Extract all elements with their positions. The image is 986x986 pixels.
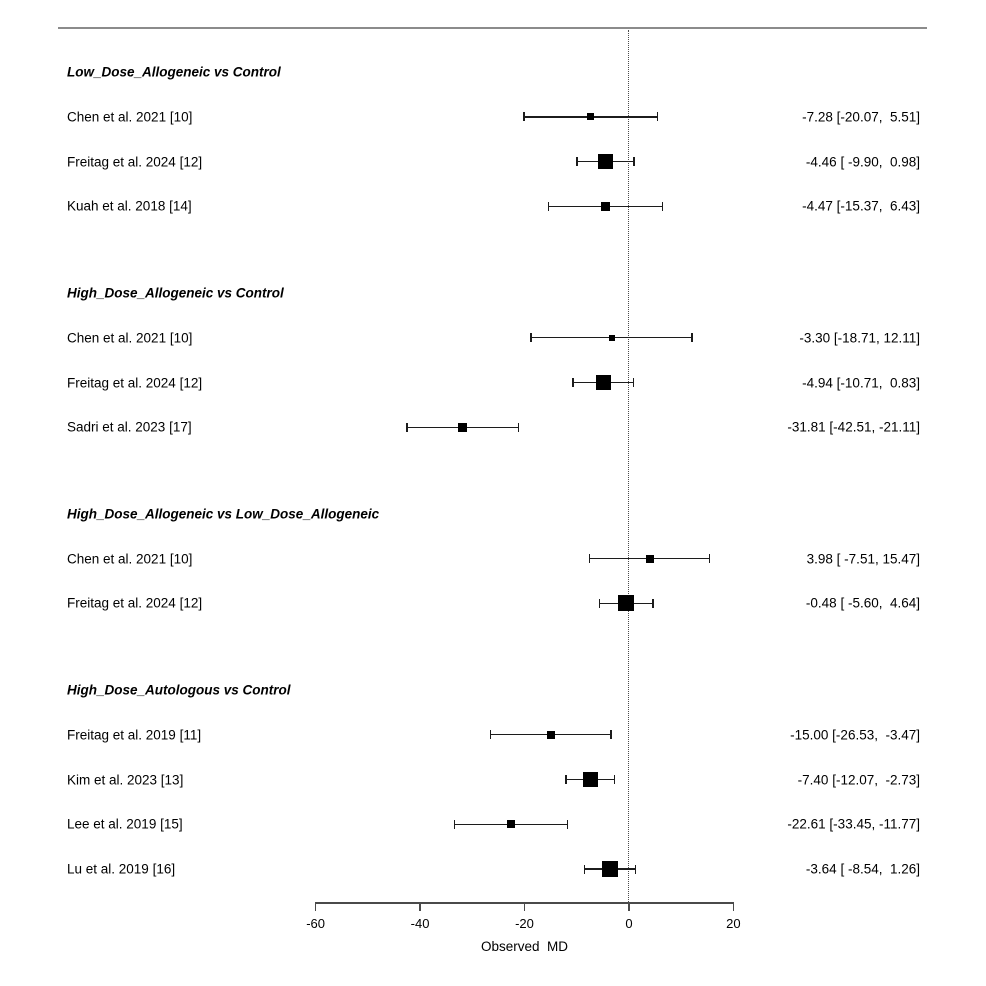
ci-cap-left xyxy=(576,157,578,167)
ci-cap-right xyxy=(634,864,637,874)
study-label: Kim et al. 2023 [13] xyxy=(67,772,184,787)
estimate-annotation: -22.61 [-33.45, -11.77] xyxy=(787,816,920,832)
estimate-annotation: -7.28 [-20.07, 5.51] xyxy=(802,109,920,125)
ci-cap-right xyxy=(661,201,664,211)
x-axis-tick xyxy=(523,902,526,911)
x-axis-tick xyxy=(314,902,317,911)
study-label: Freitag et al. 2024 [12] xyxy=(67,595,203,611)
x-axis-tick-label: -40 xyxy=(410,916,430,931)
ci-cap-left xyxy=(565,775,567,784)
estimate-annotation: -0.48 [ -5.60, 4.64] xyxy=(805,595,920,611)
point-estimate-marker xyxy=(645,554,654,563)
x-axis-tick-label: -60 xyxy=(306,916,325,931)
group-header: High_Dose_Autologous vs Control xyxy=(67,682,291,698)
ci-cap-left xyxy=(523,112,525,122)
point-estimate-marker xyxy=(618,595,635,612)
x-axis-tick-label: 20 xyxy=(726,916,741,931)
estimate-annotation: -3.64 [ -8.54, 1.26] xyxy=(805,861,920,877)
ci-cap-left xyxy=(406,422,408,432)
ci-cap-left xyxy=(588,554,591,564)
point-estimate-marker xyxy=(546,730,555,739)
ci-cap-left xyxy=(489,730,492,740)
ci-cap-right xyxy=(691,333,693,343)
study-label: Freitag et al. 2019 [11] xyxy=(67,727,202,743)
ci-cap-right xyxy=(517,422,520,432)
ci-cap-right xyxy=(652,598,654,608)
group-header: Low_Dose_Allogeneic vs Control xyxy=(67,64,281,80)
study-label: Chen et al. 2021 [10] xyxy=(67,551,193,567)
study-label: Freitag et al. 2024 [12] xyxy=(67,375,203,390)
point-estimate-marker xyxy=(595,375,611,390)
estimate-annotation: -15.00 [-26.53, -3.47] xyxy=(790,727,920,743)
point-estimate-marker xyxy=(458,422,468,432)
point-estimate-marker xyxy=(598,154,614,170)
x-axis-title: Observed MD xyxy=(480,939,569,954)
study-label: Freitag et al. 2024 [12] xyxy=(67,154,203,170)
group-header: High_Dose_Allogeneic vs Control xyxy=(67,285,284,301)
ci-cap-right xyxy=(708,554,711,564)
ci-cap-left xyxy=(530,333,532,343)
zero-reference-line xyxy=(628,30,630,902)
estimate-annotation: -31.81 [-42.51, -21.11] xyxy=(787,419,920,435)
point-estimate-marker xyxy=(506,820,515,829)
study-label: Sadri et al. 2023 [17] xyxy=(67,419,192,435)
ci-cap-right xyxy=(656,112,659,122)
point-estimate-marker xyxy=(587,113,595,121)
x-axis-tick xyxy=(419,902,421,911)
estimate-annotation: -7.40 [-12.07, -2.73] xyxy=(797,772,920,787)
estimate-annotation: 3.98 [ -7.51, 15.47] xyxy=(806,551,920,567)
study-label: Chen et al. 2021 [10] xyxy=(67,330,193,346)
ci-cap-left xyxy=(547,201,550,211)
ci-cap-right xyxy=(632,378,635,387)
ci-cap-left xyxy=(598,598,601,608)
x-axis-tick-label: 0 xyxy=(625,916,633,931)
estimate-annotation: -4.46 [ -9.90, 0.98] xyxy=(805,154,920,170)
x-axis-tick xyxy=(628,902,630,911)
point-estimate-marker xyxy=(582,772,598,787)
study-label: Lee et al. 2019 [15] xyxy=(67,816,183,832)
x-axis-tick-label: -20 xyxy=(515,916,534,931)
study-label: Kuah et al. 2018 [14] xyxy=(67,198,192,214)
point-estimate-marker xyxy=(601,201,611,211)
group-header: High_Dose_Allogeneic vs Low_Dose_Allogen… xyxy=(67,506,380,522)
point-estimate-marker xyxy=(601,861,618,878)
ci-cap-left xyxy=(572,378,574,387)
top-rule xyxy=(58,27,927,29)
estimate-annotation: -3.30 [-18.71, 12.11] xyxy=(799,330,920,346)
study-label: Lu et al. 2019 [16] xyxy=(67,861,176,877)
ci-cap-right xyxy=(633,157,635,167)
ci-cap-right xyxy=(566,819,569,829)
ci-cap-right xyxy=(610,730,612,740)
x-axis-tick xyxy=(732,902,735,911)
estimate-annotation: -4.94 [-10.71, 0.83] xyxy=(802,375,920,390)
ci-cap-left xyxy=(583,864,586,874)
study-label: Chen et al. 2021 [10] xyxy=(67,109,193,125)
point-estimate-marker xyxy=(608,334,615,341)
ci-cap-left xyxy=(453,819,455,829)
estimate-annotation: -4.47 [-15.37, 6.43] xyxy=(802,198,920,214)
ci-cap-right xyxy=(613,775,616,784)
